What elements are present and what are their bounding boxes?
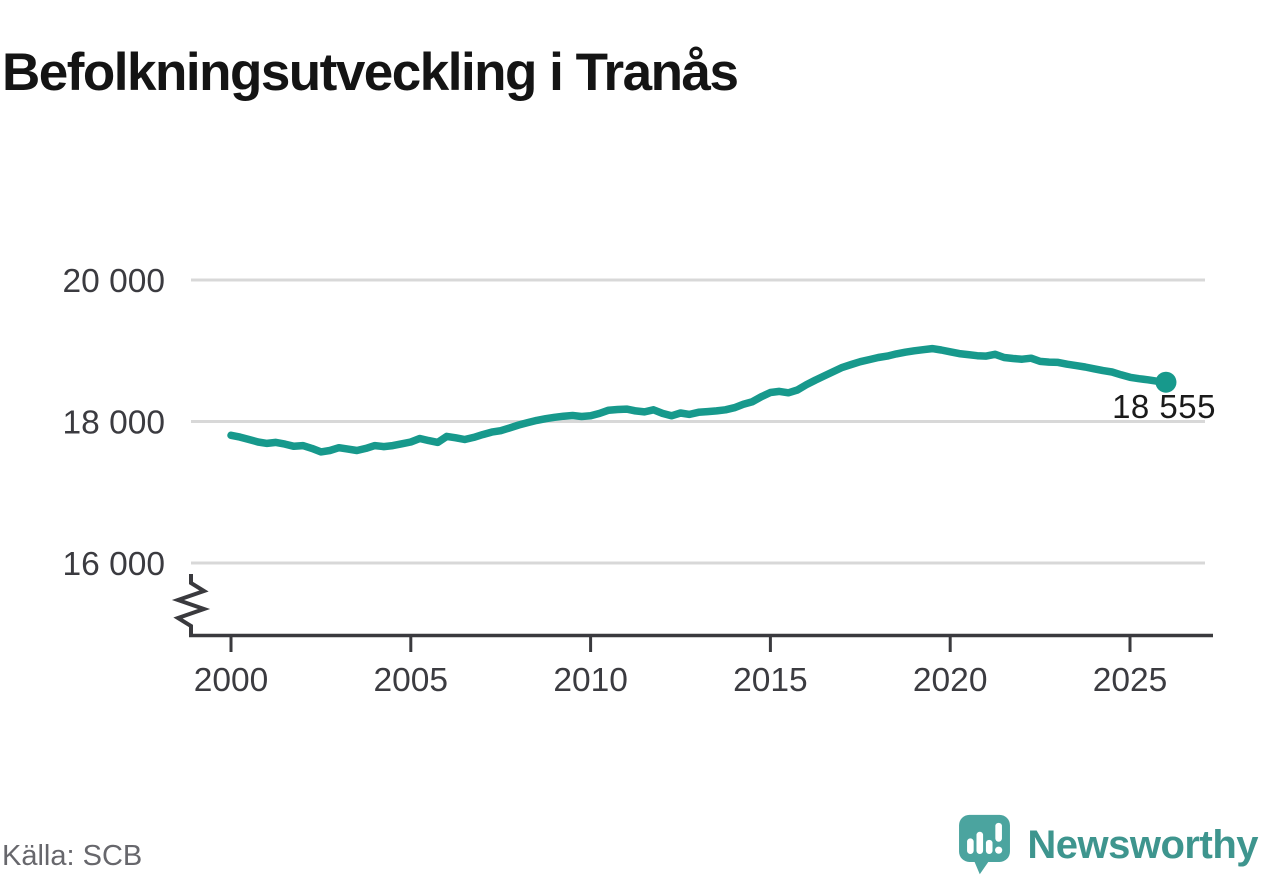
source-note: Källa: SCB (2, 840, 143, 872)
population-series-line (227, 344, 1170, 456)
y-axis-break-icon (171, 574, 211, 637)
y-axis-label: 16 000 (63, 546, 165, 583)
page-title: Befolkningsutveckling i Tranås (2, 42, 739, 102)
x-axis-label: 2015 (733, 662, 808, 699)
newsworthy-logo: Newsworthy (956, 812, 1258, 878)
x-axis-label: 2005 (374, 662, 449, 699)
x-axis-label: 2025 (1093, 662, 1168, 699)
newsworthy-wordmark: Newsworthy (1027, 823, 1258, 867)
y-axis-label: 18 000 (63, 405, 165, 442)
end-value-label: 18 555 (1112, 388, 1216, 425)
x-axis-label: 2000 (194, 662, 269, 699)
newsworthy-speech-bubble-bar-chart-icon (959, 814, 1011, 875)
x-axis-label: 2020 (913, 662, 988, 699)
x-axis-label: 2010 (553, 662, 628, 699)
end-point-marker (1155, 371, 1177, 393)
y-axis-label: 20 000 (63, 263, 165, 300)
